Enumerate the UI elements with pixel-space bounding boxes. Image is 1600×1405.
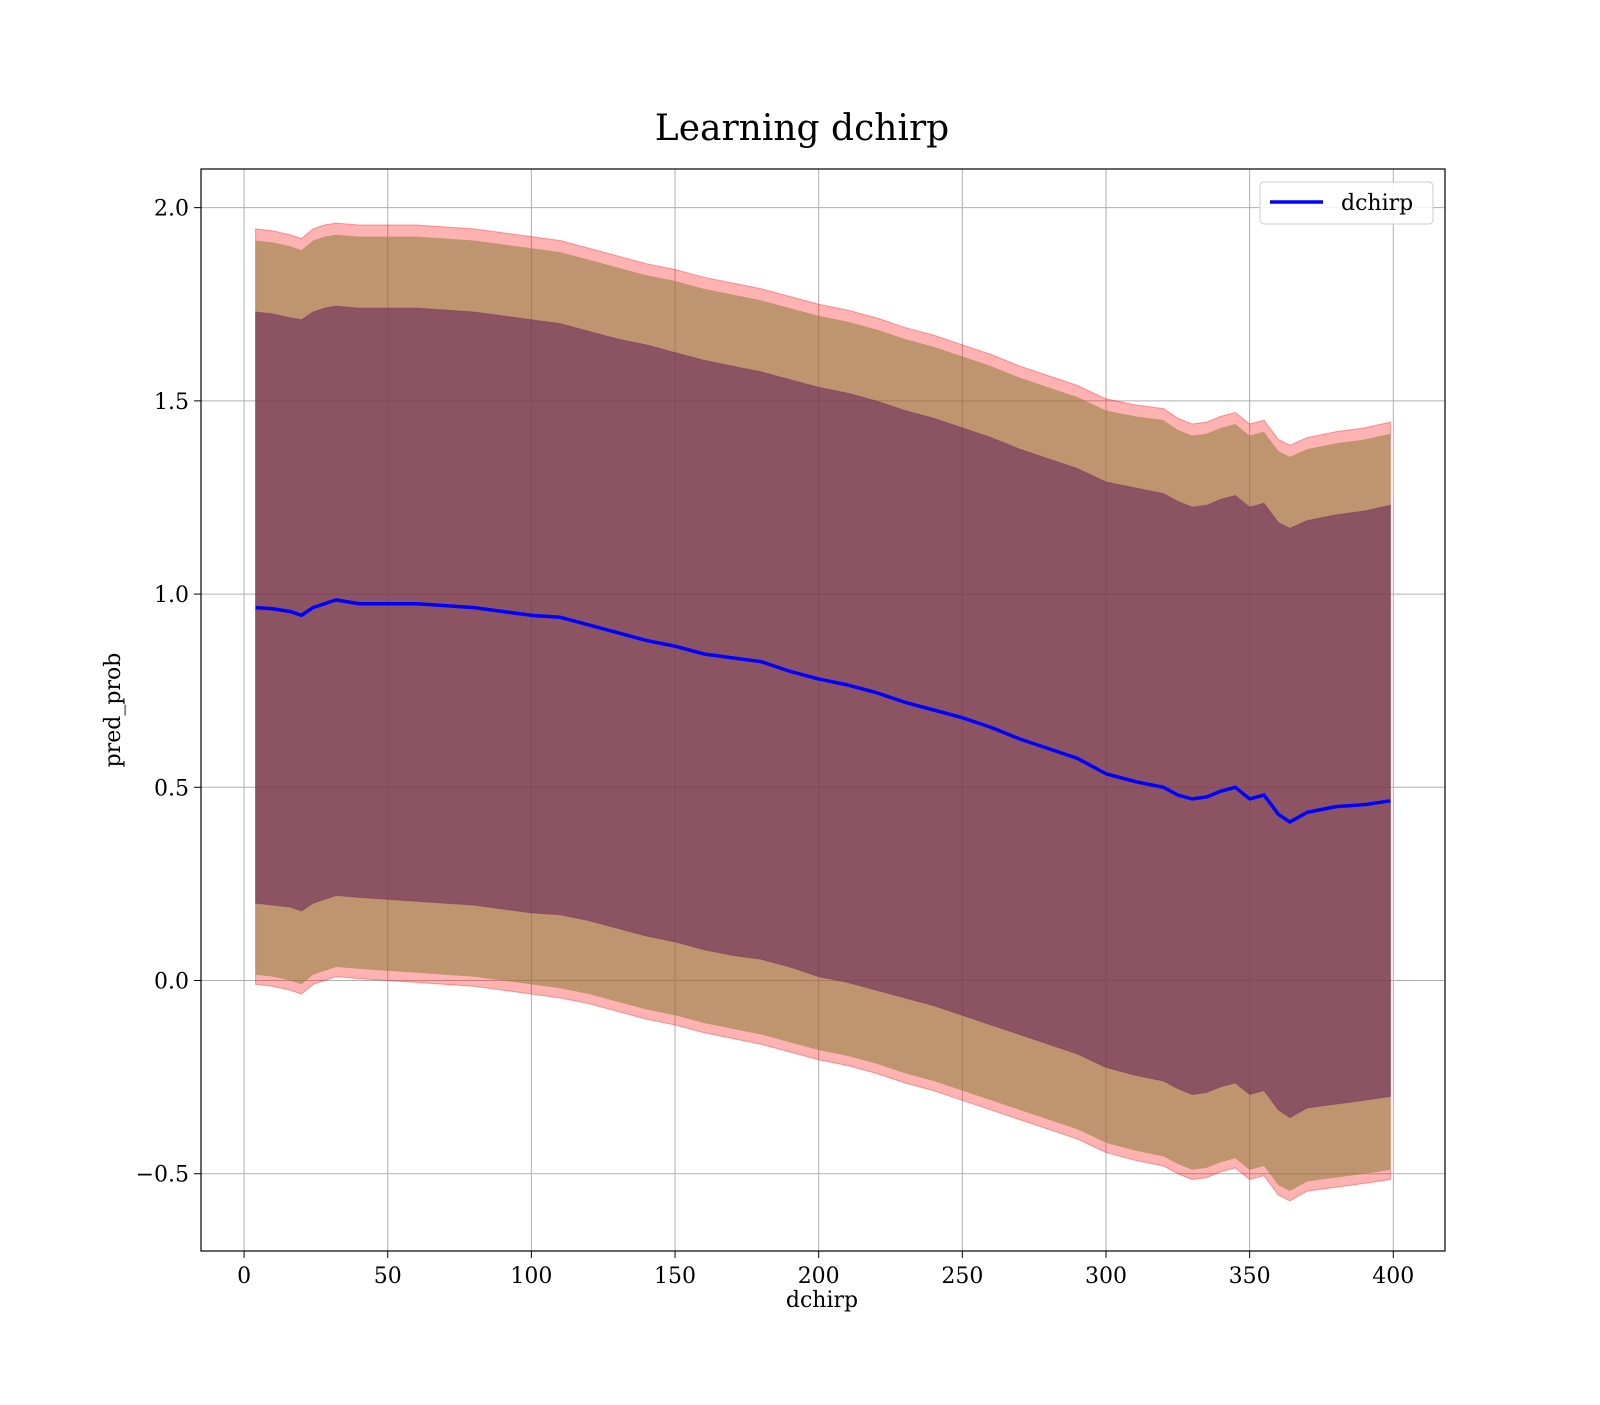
legend-label: dchirp xyxy=(1341,191,1413,216)
y-axis-ticks: −0.5 0.0 0.5 1.0 1.5 2.0 xyxy=(136,197,201,1188)
y-tick-label: −0.5 xyxy=(136,1163,189,1188)
x-tick-label: 250 xyxy=(941,1264,983,1289)
y-tick-label: 0.0 xyxy=(154,970,189,995)
y-tick-label: 1.0 xyxy=(154,583,189,608)
legend-box xyxy=(1259,181,1434,225)
x-tick-label: 200 xyxy=(798,1264,840,1289)
series-lines xyxy=(255,598,1391,824)
y-tick-label: 0.5 xyxy=(154,776,189,801)
x-tick-label: 300 xyxy=(1085,1264,1127,1289)
series-line-dchirp xyxy=(255,598,1391,824)
x-tick-label: 0 xyxy=(237,1264,251,1289)
legend: dchirp xyxy=(1259,181,1434,225)
plot-frame xyxy=(200,168,1446,1252)
x-tick-label: 100 xyxy=(510,1264,552,1289)
inner-confidence-band xyxy=(255,305,1391,1119)
x-tick-label: 150 xyxy=(654,1264,696,1289)
y-tick-label: 2.0 xyxy=(154,197,189,222)
x-axis-label: dchirp xyxy=(786,1288,858,1313)
x-tick-label: 350 xyxy=(1229,1264,1271,1289)
y-axis-label: pred_prob xyxy=(101,653,126,768)
x-axis-ticks: 0 50 100 150 200 250 300 350 400 xyxy=(237,1251,1414,1289)
x-tick-label: 400 xyxy=(1372,1264,1414,1289)
chart-title: Learning dchirp xyxy=(655,108,949,149)
y-tick-label: 1.5 xyxy=(154,390,189,415)
x-tick-label: 50 xyxy=(374,1264,402,1289)
confidence-bands xyxy=(255,222,1391,1202)
